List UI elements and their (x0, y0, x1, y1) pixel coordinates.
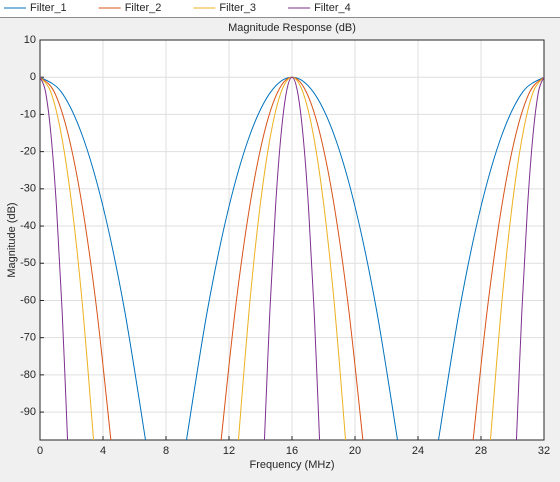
x-tick-label: 32 (538, 445, 550, 457)
y-tick-label: 10 (24, 34, 36, 46)
y-tick-label: -20 (20, 146, 36, 158)
x-axis-label: Frequency (MHz) (250, 459, 335, 471)
legend-label: Filter_2 (125, 2, 162, 14)
x-tick-label: 4 (100, 445, 106, 457)
y-tick-label: -70 (20, 332, 36, 344)
x-tick-label: 16 (286, 445, 298, 457)
series-line (40, 76, 544, 440)
chart-title: Magnitude Response (dB) (228, 22, 356, 34)
y-tick-label: -10 (20, 108, 36, 120)
y-tick-label: -60 (20, 294, 36, 306)
x-tick-label: 8 (163, 445, 169, 457)
plot-frame (39, 39, 545, 441)
legend-label: Filter_3 (219, 2, 256, 14)
x-tick-label: 0 (37, 445, 43, 457)
y-tick-label: -80 (20, 369, 36, 381)
x-tick-label: 20 (349, 445, 361, 457)
legend-bar (0, 0, 560, 17)
x-tick-label: 12 (223, 445, 235, 457)
y-tick-label: -30 (20, 183, 36, 195)
legend-label: Filter_1 (30, 2, 67, 14)
y-tick-label: -40 (20, 220, 36, 232)
y-axis-label: Magnitude (dB) (6, 202, 18, 277)
y-tick-label: 0 (30, 71, 36, 83)
legend-label: Filter_4 (314, 2, 351, 14)
y-tick-label: -90 (20, 406, 36, 418)
x-tick-label: 24 (412, 445, 424, 457)
y-tick-label: -50 (20, 257, 36, 269)
x-tick-label: 28 (475, 445, 487, 457)
